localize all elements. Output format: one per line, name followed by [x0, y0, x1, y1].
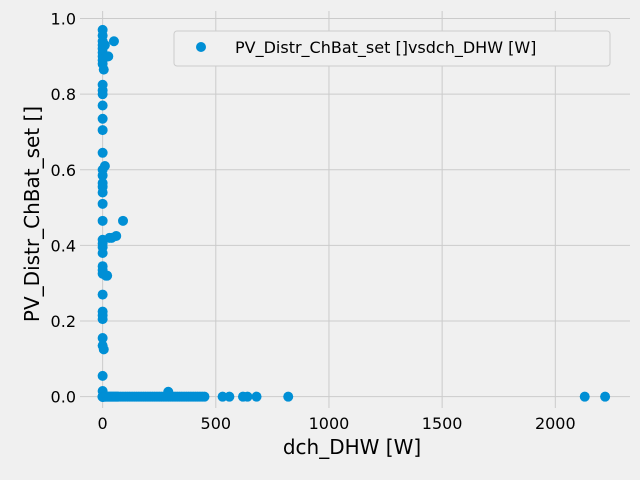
- data-point: [163, 386, 174, 397]
- data-point: [97, 333, 108, 344]
- data-point: [97, 198, 108, 209]
- data-point: [97, 89, 108, 100]
- legend: PV_Distr_ChBat_set []vsdch_DHW [W]: [173, 30, 611, 67]
- data-point: [97, 247, 108, 258]
- data-point: [99, 40, 110, 51]
- data-point: [97, 215, 108, 226]
- data-point: [283, 391, 294, 402]
- x-tick-labels: 0 500 1000 1500 2000: [98, 414, 576, 433]
- data-points: [97, 24, 611, 402]
- y-tick-label: 0.0: [51, 388, 76, 407]
- data-point: [251, 391, 262, 402]
- data-point: [97, 170, 108, 181]
- data-point: [97, 147, 108, 158]
- data-point: [103, 51, 114, 62]
- x-tick-label: 500: [201, 414, 232, 433]
- data-point: [118, 215, 129, 226]
- legend-marker: [196, 42, 206, 52]
- y-tick-label: 0.4: [51, 236, 76, 255]
- x-tick-label: 1500: [422, 414, 463, 433]
- x-tick-label: 0: [98, 414, 108, 433]
- data-point: [97, 314, 108, 325]
- plot-background: [80, 11, 630, 408]
- data-point: [98, 64, 109, 75]
- data-point: [111, 230, 122, 241]
- data-point: [224, 391, 235, 402]
- data-point: [97, 187, 108, 198]
- data-point: [579, 391, 590, 402]
- data-point: [97, 370, 108, 381]
- data-point: [600, 391, 611, 402]
- data-point: [102, 270, 113, 281]
- data-point: [97, 125, 108, 136]
- data-point: [97, 289, 108, 300]
- y-tick-labels: 0.0 0.2 0.4 0.6 0.8 1.0: [51, 10, 76, 407]
- x-tick-label: 2000: [535, 414, 576, 433]
- y-tick-label: 1.0: [51, 10, 76, 29]
- data-point: [199, 391, 210, 402]
- data-point: [108, 36, 119, 47]
- legend-label: PV_Distr_ChBat_set []vsdch_DHW [W]: [235, 38, 536, 58]
- data-point: [98, 344, 109, 355]
- x-tick-label: 1000: [309, 414, 350, 433]
- data-point: [99, 161, 110, 172]
- y-tick-label: 0.2: [51, 312, 76, 331]
- data-point: [97, 113, 108, 124]
- y-axis-label: PV_Distr_ChBat_set []: [20, 106, 44, 322]
- data-point: [242, 391, 253, 402]
- x-axis-label: dch_DHW [W]: [283, 435, 421, 459]
- data-point: [97, 100, 108, 111]
- legend-box: [173, 30, 611, 67]
- y-tick-label: 0.8: [51, 85, 76, 104]
- y-tick-label: 0.6: [51, 161, 76, 180]
